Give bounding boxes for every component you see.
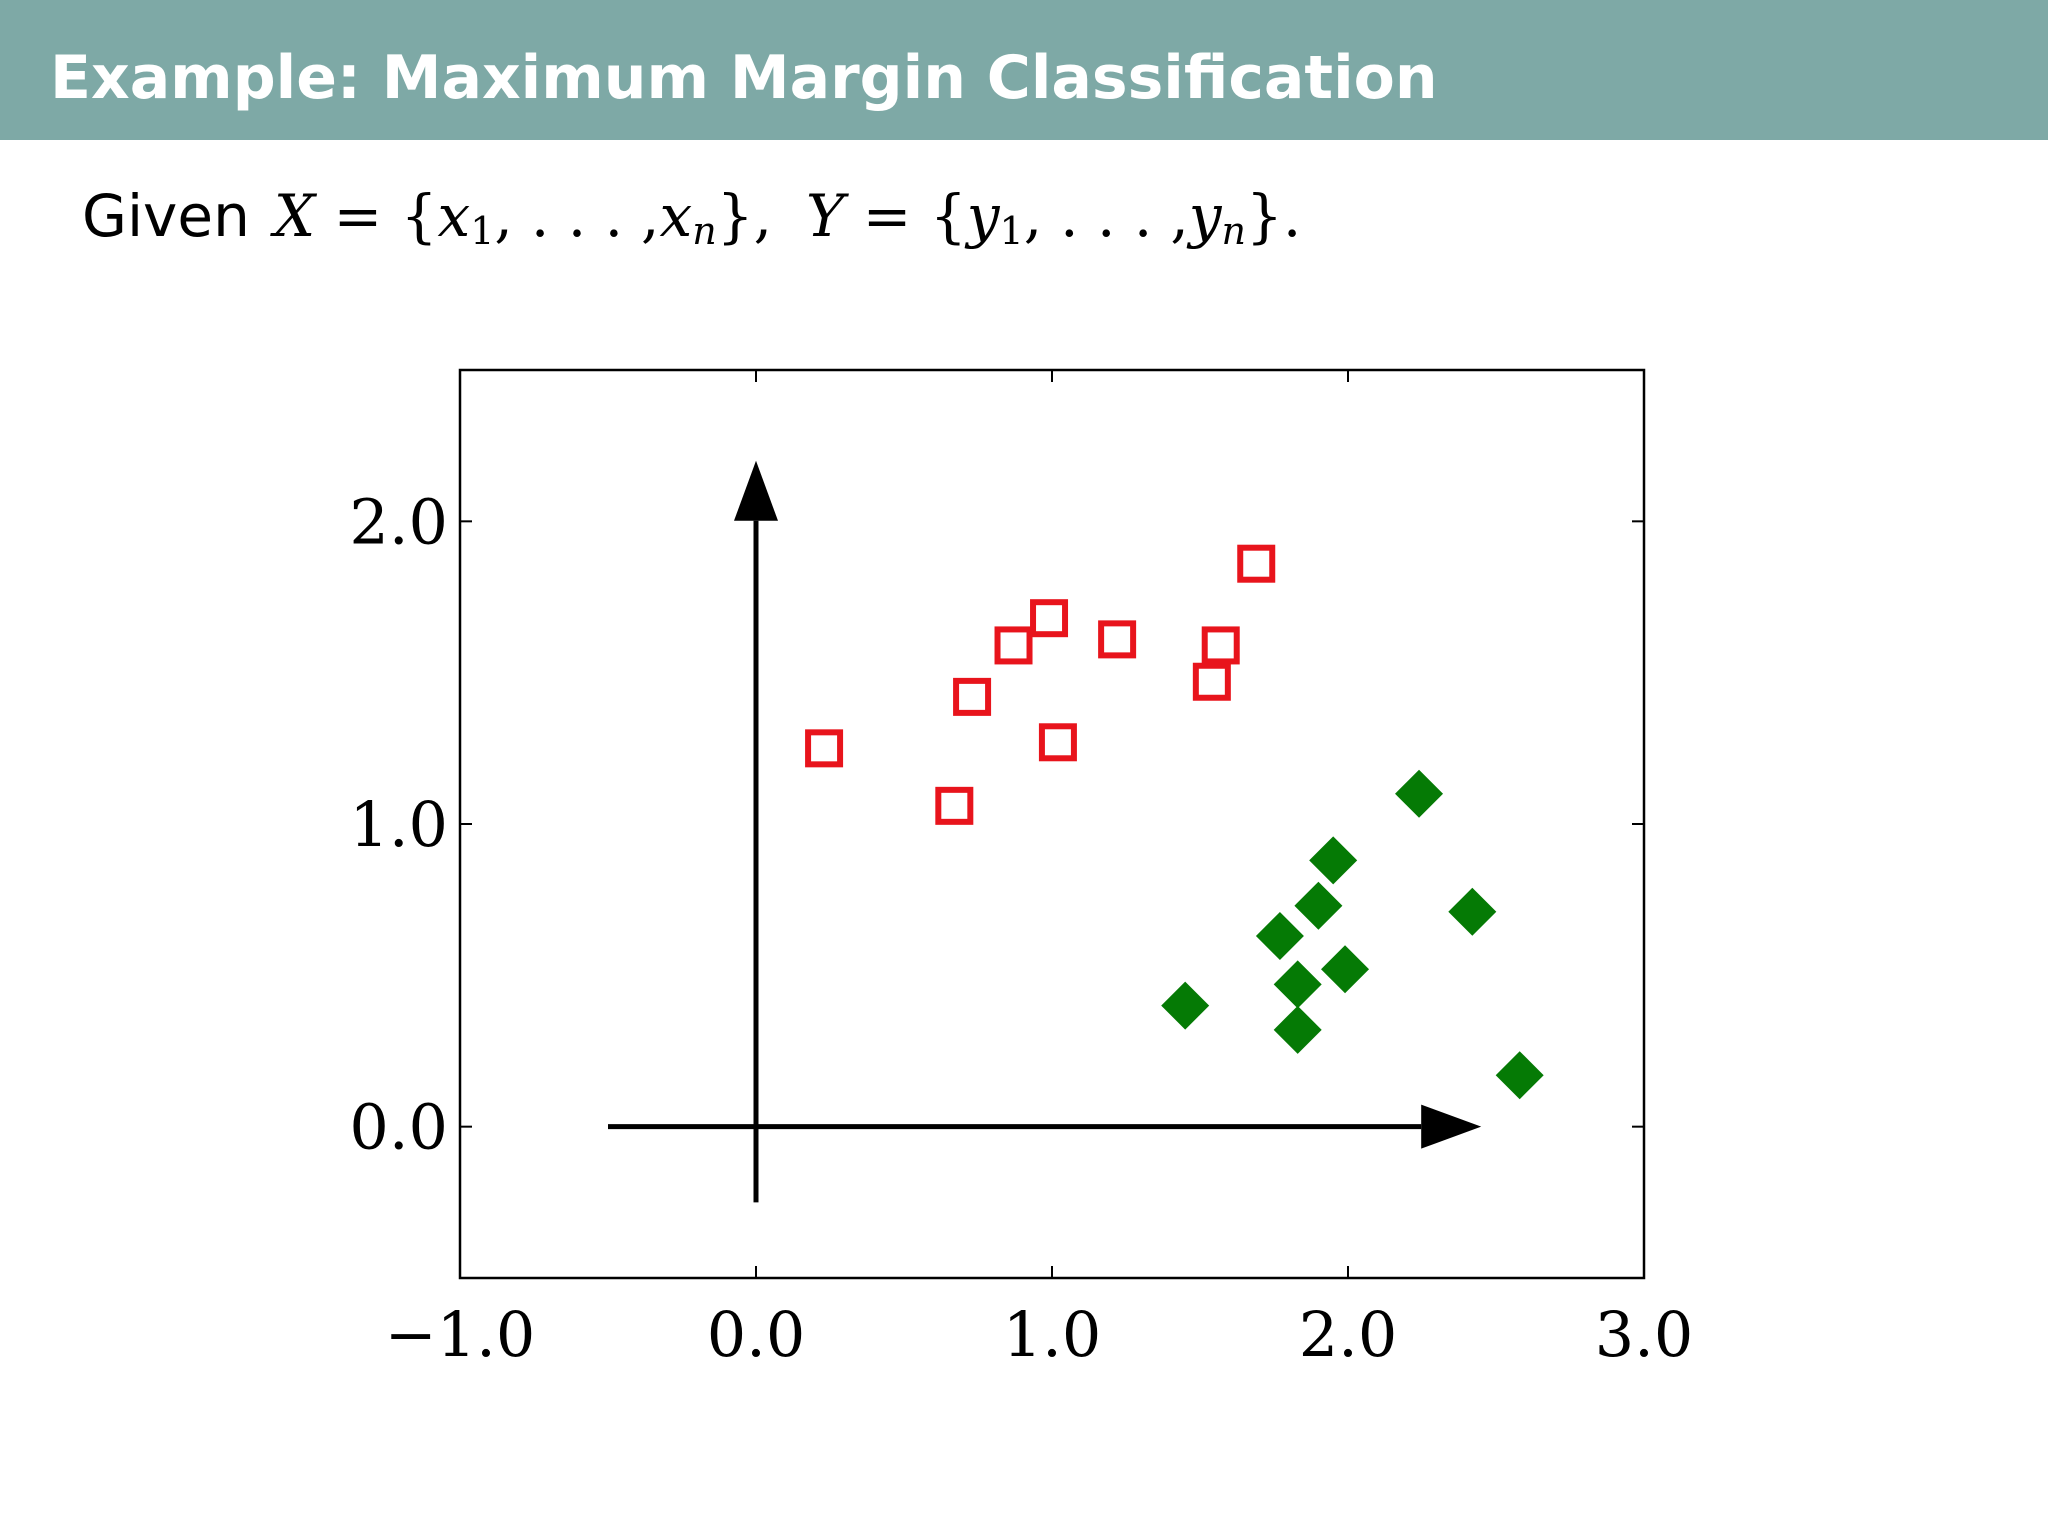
square-point (1201, 626, 1240, 665)
slide-title: Example: Maximum Margin Classification (50, 43, 1438, 113)
x-tick-label: −1.0 (385, 1298, 536, 1371)
x-axis-arrow-head (1421, 1104, 1482, 1149)
x-tick-label: 2.0 (1299, 1298, 1398, 1371)
diamond-point (1255, 911, 1304, 960)
square-point (953, 677, 992, 716)
diamond-point (1321, 945, 1370, 994)
given-statement: Given X = {x1,. . . ,xn}, Y = {y1,. . . ,yn}… (82, 176, 1301, 256)
diamond-point (1309, 836, 1358, 885)
y-axis-arrow-head (734, 460, 778, 521)
square-point (1192, 662, 1231, 701)
y-tick-label: 2.0 (349, 485, 448, 558)
square-point (805, 729, 844, 768)
axis-arrows (608, 460, 1482, 1203)
square-point (1098, 620, 1137, 659)
diamond-point (1273, 1005, 1322, 1054)
plot-marks (805, 544, 1544, 1100)
title-bar: Example: Maximum Margin Classification (0, 0, 2048, 140)
y-tick-label: 0.0 (349, 1091, 448, 1164)
y-tick-label: 1.0 (349, 788, 448, 861)
diamond-point (1448, 887, 1497, 936)
axis-ticks: −1.0 0.0 1.0 2.0 3.0 0.0 1.0 2.0 (349, 370, 1693, 1371)
x-tick-label: 0.0 (707, 1298, 806, 1371)
x-tick-label: 1.0 (1003, 1298, 1102, 1371)
diamond-point (1161, 981, 1210, 1030)
square-point (1038, 723, 1077, 762)
given-formula: X = {x1,. . . ,xn}, Y = {y1,. . . ,yn}. (273, 182, 1302, 253)
square-point (994, 626, 1033, 665)
square-point (935, 786, 974, 825)
x-tick-label: 3.0 (1595, 1298, 1694, 1371)
given-word: Given (82, 182, 250, 250)
square-point (1237, 544, 1276, 583)
diamond-point (1273, 960, 1322, 1009)
square-point (1030, 599, 1069, 638)
diamond-point (1395, 769, 1444, 818)
diamond-point (1294, 881, 1343, 930)
plot-frame (458, 368, 1646, 1280)
diamond-point (1495, 1051, 1544, 1100)
